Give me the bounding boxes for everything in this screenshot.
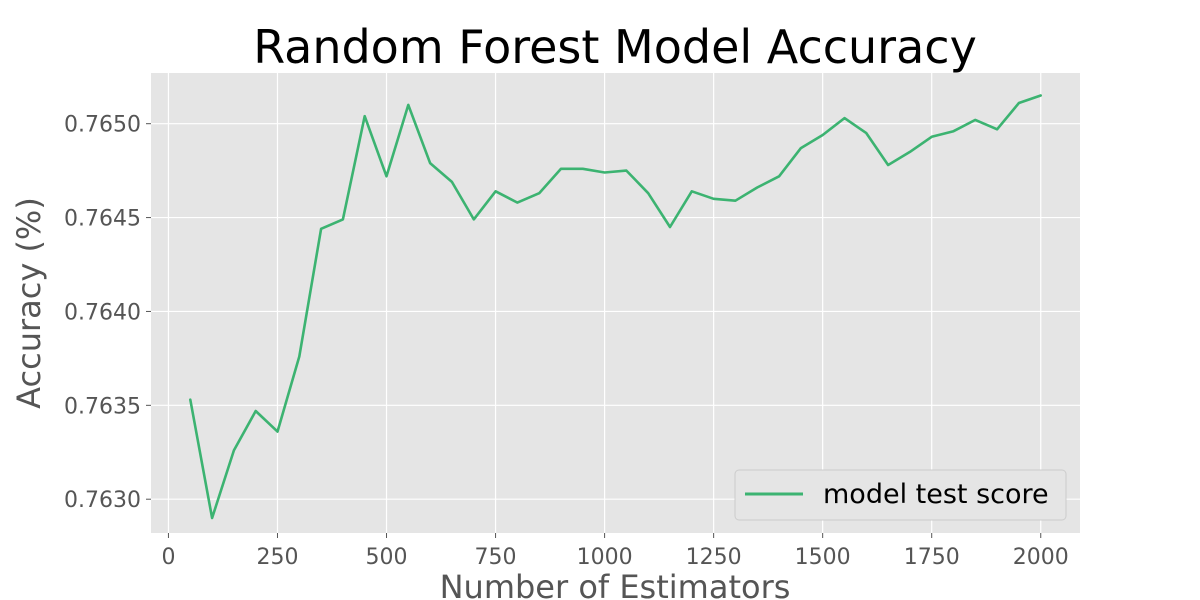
y-tick-label: 0.7645: [64, 207, 141, 232]
x-tick-label: 1000: [577, 545, 633, 570]
y-tick-label: 0.7635: [64, 394, 141, 419]
y-axis-ticks: 0.7630 0.7635 0.7640 0.7645 0.7650: [64, 113, 151, 513]
x-tick-label: 1500: [795, 545, 851, 570]
x-axis-label: Number of Estimators: [440, 568, 791, 600]
legend-box: [734, 469, 1067, 521]
x-tick-label: 750: [475, 545, 517, 570]
legend: model test score: [734, 469, 1067, 521]
x-tick-label: 2000: [1013, 545, 1069, 570]
x-tick-label: 0: [161, 545, 175, 570]
chart-title: Random Forest Model Accuracy: [253, 20, 977, 74]
legend-label: model test score: [823, 479, 1049, 510]
x-tick-label: 1750: [904, 545, 960, 570]
y-tick-label: 0.7650: [64, 113, 141, 138]
series-line: [189, 94, 1042, 520]
y-axis-label: Accuracy (%): [10, 197, 48, 409]
x-tick-label: 250: [256, 545, 298, 570]
x-axis-ticks: 0 250 500 750 1000 1250 1500 1750 2000: [161, 533, 1069, 570]
y-tick-label: 0.7630: [64, 488, 141, 513]
plot-area: [151, 73, 1080, 533]
series-layer: [189, 94, 1042, 520]
y-tick-label: 0.7640: [64, 300, 141, 325]
x-tick-label: 500: [366, 545, 408, 570]
x-tick-label: 1250: [686, 545, 742, 570]
